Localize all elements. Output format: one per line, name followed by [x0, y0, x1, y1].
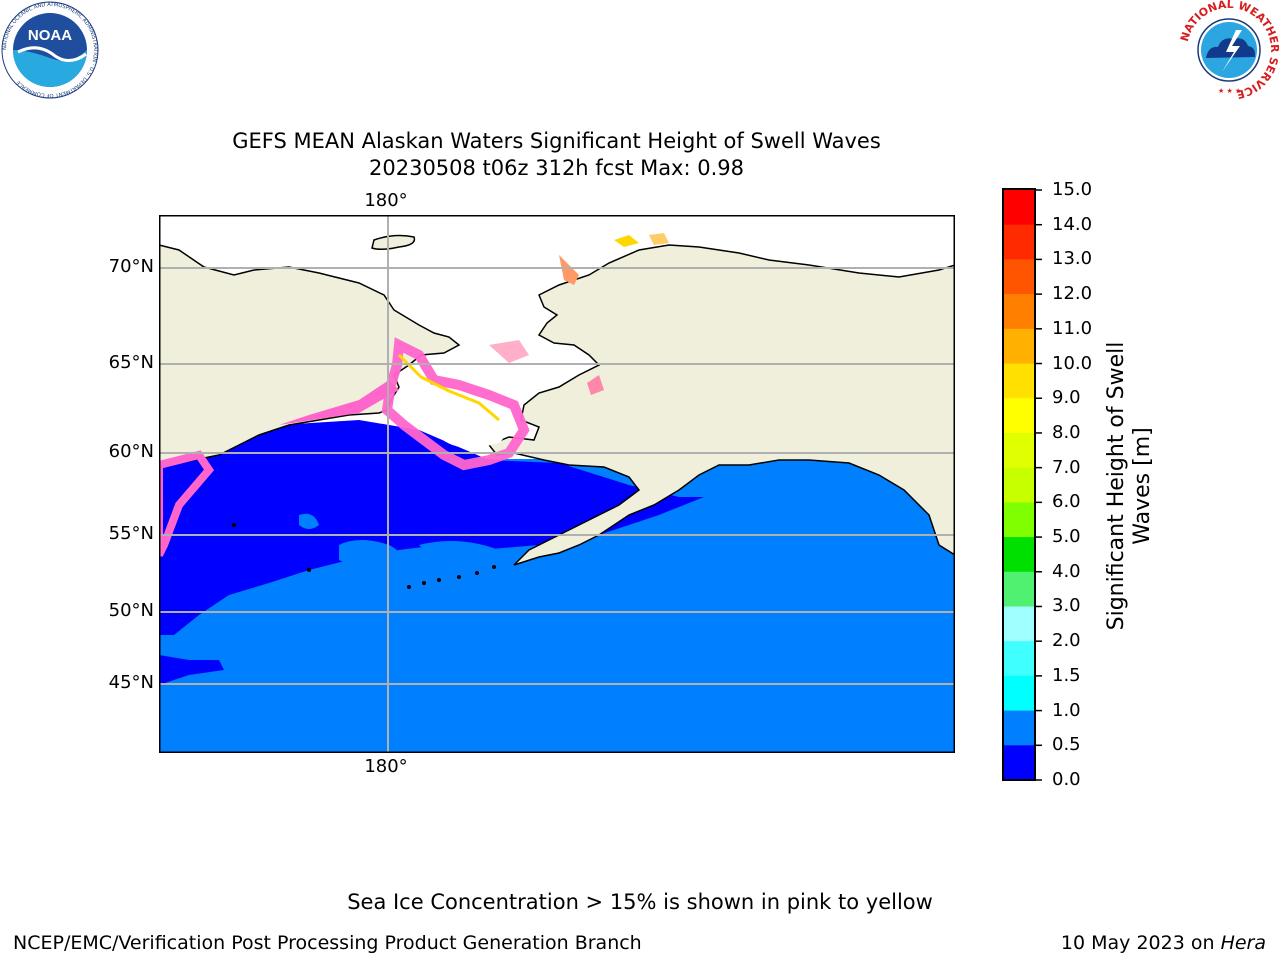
colorbar-band	[1003, 294, 1035, 330]
footer-host: Hera	[1220, 932, 1266, 954]
colorbar-tick-label: 1.0	[1052, 699, 1081, 721]
colorbar-tick-label: 5.0	[1052, 526, 1081, 548]
graticule	[159, 215, 955, 753]
colorbar-title-line2: Waves [m]	[1130, 427, 1155, 545]
colorbar-tick-label: 7.0	[1052, 456, 1081, 478]
colorbar-tick-label: 10.0	[1052, 352, 1093, 374]
colorbar-band	[1003, 710, 1035, 746]
colorbar-tick-label: 0.5	[1052, 734, 1081, 756]
colorbar-band	[1003, 641, 1035, 677]
lat-label-70n: 70°N	[108, 256, 154, 277]
colorbar-tick-label: 14.0	[1052, 213, 1093, 235]
colorbar-tick-label: 11.0	[1052, 317, 1093, 339]
colorbar-tick-label: 9.0	[1052, 387, 1081, 409]
footer-branch: NCEP/EMC/Verification Post Processing Pr…	[13, 932, 642, 954]
swell-height-map	[159, 215, 955, 753]
colorbar-band	[1003, 224, 1035, 260]
nws-logo: NATIONAL WEATHER SERVICE ★ ★ ★	[1178, 0, 1280, 100]
colorbar-band	[1003, 328, 1035, 365]
aleutian-islands	[232, 523, 496, 589]
land-alaska	[487, 244, 955, 566]
colorbar	[1002, 188, 1042, 781]
colorbar-band	[1003, 675, 1035, 712]
footer-date: 10 May 2023 on Hera	[1061, 932, 1266, 954]
colorbar-tick-label: 0.0	[1052, 769, 1081, 790]
colorbar-tick-label: 15.0	[1052, 179, 1093, 200]
colorbar-band	[1003, 467, 1035, 503]
lat-label-65n: 65°N	[108, 352, 154, 373]
lat-label-45n: 45°N	[108, 672, 154, 693]
colorbar-tick-label: 2.0	[1052, 630, 1081, 652]
colorbar-band	[1003, 502, 1035, 538]
lon-label-top: 180°	[364, 190, 408, 211]
map-title-line2: 20230508 t06z 312h fcst Max: 0.98	[369, 156, 744, 180]
colorbar-band	[1003, 363, 1035, 399]
colorbar-band	[1003, 259, 1035, 295]
lat-label-55n: 55°N	[108, 523, 154, 544]
colorbar-tick-label: 1.5	[1052, 664, 1081, 686]
colorbar-band	[1003, 571, 1035, 607]
colorbar-tick-label: 8.0	[1052, 421, 1081, 443]
footer-date-text: 10 May 2023 on	[1060, 932, 1221, 954]
colorbar-band	[1003, 537, 1035, 573]
noaa-logo: NOAA NATIONAL OCEANIC AND ATMOSPHERIC AD…	[1, 1, 99, 99]
ocean-swell-0-0-5	[159, 420, 704, 635]
colorbar-tick-label: 3.0	[1052, 595, 1081, 617]
colorbar-band	[1003, 398, 1035, 434]
svg-text:★ ★ ★: ★ ★ ★	[1218, 87, 1241, 95]
colorbar-band	[1003, 190, 1035, 226]
colorbar-tick-label: 12.0	[1052, 283, 1093, 305]
map-title-line1: GEFS MEAN Alaskan Waters Significant Hei…	[232, 129, 881, 153]
colorbar-title-line1: Significant Height of Swell	[1104, 341, 1129, 631]
lat-label-50n: 50°N	[108, 600, 154, 621]
lon-label-bottom: 180°	[364, 756, 408, 777]
colorbar-tick-label: 13.0	[1052, 248, 1093, 270]
colorbar-title: Significant Height of Swell Waves [m]	[1104, 336, 1156, 636]
colorbar-tick-label: 6.0	[1052, 491, 1081, 513]
colorbar-band	[1003, 432, 1035, 469]
lat-label-60n: 60°N	[108, 441, 154, 462]
noaa-logo-text: NOAA	[28, 27, 72, 44]
sea-ice-note: Sea Ice Concentration > 15% is shown in …	[347, 890, 933, 914]
colorbar-band	[1003, 745, 1035, 781]
colorbar-band	[1003, 606, 1035, 642]
colorbar-tick-label: 4.0	[1052, 560, 1081, 582]
